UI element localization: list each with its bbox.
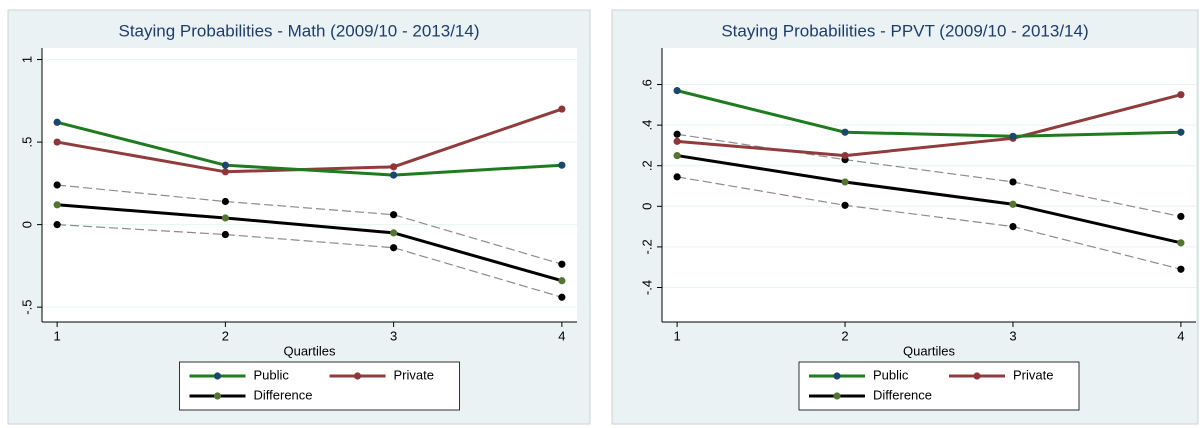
y-tick-label: .4 bbox=[639, 120, 654, 131]
chart-panel: Staying Probabilities - Math (2009/10 - … bbox=[7, 9, 591, 425]
data-point bbox=[1009, 178, 1017, 186]
x-tick-label: 1 bbox=[54, 328, 61, 343]
data-point bbox=[558, 161, 566, 169]
data-point bbox=[390, 211, 398, 219]
legend-marker bbox=[973, 372, 981, 380]
x-tick-label: 3 bbox=[390, 328, 397, 343]
data-point bbox=[1177, 128, 1185, 136]
plot-area bbox=[662, 48, 1196, 322]
legend-box bbox=[798, 361, 1080, 411]
x-tick-label: 2 bbox=[222, 328, 229, 343]
series-line bbox=[56, 120, 562, 177]
x-tick-label: 4 bbox=[1177, 328, 1184, 343]
data-point bbox=[558, 105, 566, 113]
data-point bbox=[841, 201, 849, 209]
data-point bbox=[1177, 239, 1185, 247]
x-axis-label: Quartiles bbox=[903, 343, 956, 358]
legend-marker bbox=[833, 392, 841, 400]
data-point bbox=[673, 130, 681, 138]
legend-label: Public bbox=[873, 367, 909, 382]
y-tick-label: .6 bbox=[639, 79, 654, 90]
legend-label: Private bbox=[394, 367, 434, 382]
data-point bbox=[53, 221, 61, 229]
data-point bbox=[221, 197, 229, 206]
data-point bbox=[53, 201, 61, 209]
x-axis-label: Quartiles bbox=[283, 343, 336, 358]
ci-line bbox=[677, 176, 1182, 270]
data-point bbox=[53, 181, 61, 189]
legend-box bbox=[179, 361, 460, 411]
data-point bbox=[1177, 91, 1185, 99]
data-point bbox=[673, 137, 681, 145]
series-line bbox=[676, 154, 1182, 245]
data-point bbox=[1009, 200, 1017, 208]
legend-label: Public bbox=[254, 367, 290, 382]
data-point bbox=[390, 229, 398, 237]
data-point bbox=[1009, 223, 1017, 231]
legend-marker bbox=[833, 372, 841, 380]
data-point bbox=[558, 277, 566, 285]
series-line bbox=[676, 89, 1181, 138]
x-tick-label: 2 bbox=[841, 328, 848, 343]
y-tick-label: .5 bbox=[19, 137, 34, 148]
plot-area bbox=[42, 48, 577, 322]
data-point bbox=[221, 161, 229, 169]
data-point bbox=[1009, 132, 1017, 140]
y-tick-label: -.5 bbox=[19, 300, 34, 315]
x-tick-label: 1 bbox=[673, 328, 680, 343]
data-point bbox=[841, 178, 849, 186]
data-point bbox=[390, 171, 398, 179]
data-point bbox=[558, 293, 566, 301]
ci-line bbox=[57, 184, 563, 265]
data-point bbox=[673, 87, 681, 95]
ci-line bbox=[57, 224, 563, 298]
series-line bbox=[57, 203, 563, 283]
legend-label: Difference bbox=[873, 387, 932, 402]
y-tick-label: -.4 bbox=[639, 280, 654, 295]
series-line bbox=[676, 93, 1182, 158]
y-tick-label: 0 bbox=[19, 221, 34, 228]
data-point bbox=[558, 260, 566, 268]
data-point bbox=[1177, 212, 1185, 221]
y-tick-label: -.2 bbox=[639, 239, 654, 254]
y-tick-label: 1 bbox=[19, 56, 34, 63]
data-point bbox=[53, 138, 61, 146]
data-point bbox=[841, 151, 849, 160]
ci-line bbox=[677, 133, 1182, 218]
legend-marker bbox=[213, 372, 222, 380]
data-point bbox=[221, 168, 229, 176]
data-point bbox=[673, 173, 681, 181]
data-point bbox=[390, 244, 398, 252]
y-tick-label: .2 bbox=[639, 160, 654, 171]
y-tick-label: 0 bbox=[639, 203, 654, 210]
x-tick-label: 4 bbox=[558, 328, 565, 343]
legend-marker bbox=[213, 392, 222, 400]
data-point bbox=[673, 151, 681, 160]
data-point bbox=[53, 118, 61, 126]
data-point bbox=[1177, 265, 1185, 273]
chart-panel: Staying Probabilities - PPVT (2009/10 - … bbox=[611, 9, 1199, 425]
legend-label: Difference bbox=[254, 387, 313, 402]
x-tick-label: 3 bbox=[1009, 328, 1016, 343]
chart-title: Staying Probabilities - PPVT (2009/10 - … bbox=[721, 21, 1088, 40]
data-point bbox=[841, 128, 849, 136]
legend-label: Private bbox=[1013, 367, 1053, 382]
legend-marker bbox=[353, 372, 362, 380]
data-point bbox=[221, 214, 229, 222]
chart-title: Staying Probabilities - Math (2009/10 - … bbox=[119, 21, 480, 40]
data-point bbox=[390, 163, 398, 171]
data-point bbox=[221, 230, 229, 239]
